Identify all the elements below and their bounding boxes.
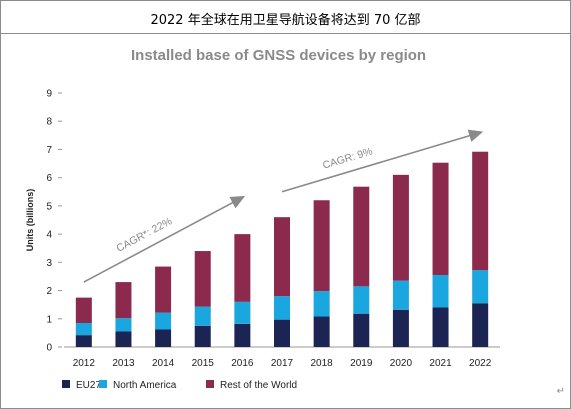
x-tick-label: 2012	[73, 358, 96, 369]
bar-segment	[155, 266, 172, 313]
cagr-label: CAGR*: 22%	[114, 215, 174, 254]
y-axis-label: Units (billions)	[25, 189, 35, 252]
bar-segment	[194, 306, 211, 326]
y-tick-label: 9	[46, 89, 52, 100]
bar-segment	[353, 286, 370, 314]
legend-label: EU27	[76, 380, 101, 391]
y-tick-label: 4	[46, 230, 52, 241]
y-tick-label: 6	[46, 173, 52, 184]
cagr-arrow	[281, 129, 484, 193]
x-tick-label: 2019	[350, 358, 373, 369]
bar-segment	[234, 301, 251, 324]
bar-segment	[115, 331, 132, 347]
cagr-label: CAGR: 9%	[321, 145, 374, 171]
bar-segment	[75, 297, 92, 324]
bar-segment	[155, 312, 172, 330]
cagr-arrow	[83, 195, 246, 283]
bar-segment	[392, 280, 409, 310]
y-tick-label: 2	[46, 286, 52, 297]
bar-segment	[194, 251, 211, 307]
y-tick-label: 8	[46, 117, 52, 128]
bar-segment	[75, 335, 92, 347]
x-tick-label: 2015	[192, 358, 215, 369]
legend-label: North America	[113, 380, 177, 391]
x-tick-label: 2021	[429, 358, 452, 369]
bar-segment	[75, 323, 92, 336]
bar-segment	[274, 319, 290, 347]
y-tick-label: 1	[46, 314, 52, 325]
legend-label: Rest of the World	[220, 380, 297, 391]
bar-segment	[274, 296, 290, 320]
chart-title: Installed base of GNSS devices by region	[131, 47, 426, 64]
x-tick-label: 2017	[271, 358, 294, 369]
bar-segment	[472, 270, 489, 304]
bar-segment	[392, 174, 409, 281]
bar-segment	[115, 282, 132, 319]
bar-segment	[313, 316, 330, 347]
x-tick-label: 2013	[112, 358, 135, 369]
bar-segment	[234, 323, 251, 347]
x-tick-label: 2016	[231, 358, 254, 369]
y-tick-label: 3	[46, 258, 52, 269]
bar-segment	[115, 318, 132, 332]
y-tick-label: 5	[46, 201, 52, 212]
bar-segment	[194, 325, 211, 347]
bar-segment	[313, 291, 330, 317]
chart-axes: 0 1 2 3 4 5 6 7 8 9 Units (billions) 2012 2013 2014 20…	[25, 89, 500, 369]
bar-segment	[472, 151, 489, 271]
bar-segment	[392, 309, 409, 347]
bar-segment	[234, 234, 251, 302]
legend-swatch	[62, 380, 70, 388]
x-tick-label: 2020	[390, 358, 413, 369]
bar-segment	[432, 307, 449, 347]
x-tick-label: 2022	[469, 358, 492, 369]
bar-segment	[353, 186, 370, 287]
legend-swatch	[99, 380, 107, 388]
paragraph-mark: ↵	[556, 386, 565, 397]
bar-segment	[274, 217, 290, 297]
x-tick-label: 2014	[152, 358, 175, 369]
legend-swatch	[206, 380, 214, 388]
y-tick-label: 0	[46, 343, 52, 354]
bar-segment	[432, 275, 449, 308]
caption-row: 2022 年全球在用卫星导航设备将达到 70 亿部	[1, 1, 570, 34]
bar-segment	[155, 329, 172, 347]
bar-segment	[353, 313, 370, 347]
x-tick-label: 2018	[311, 358, 334, 369]
chart-bars	[75, 151, 489, 347]
chart-legend: EU27 North America Rest of the World	[62, 380, 297, 391]
bar-segment	[432, 162, 449, 276]
bar-segment	[472, 303, 489, 347]
figure-caption: 2022 年全球在用卫星导航设备将达到 70 亿部	[150, 13, 421, 28]
bar-segment	[313, 200, 330, 292]
y-tick-label: 7	[46, 145, 52, 156]
